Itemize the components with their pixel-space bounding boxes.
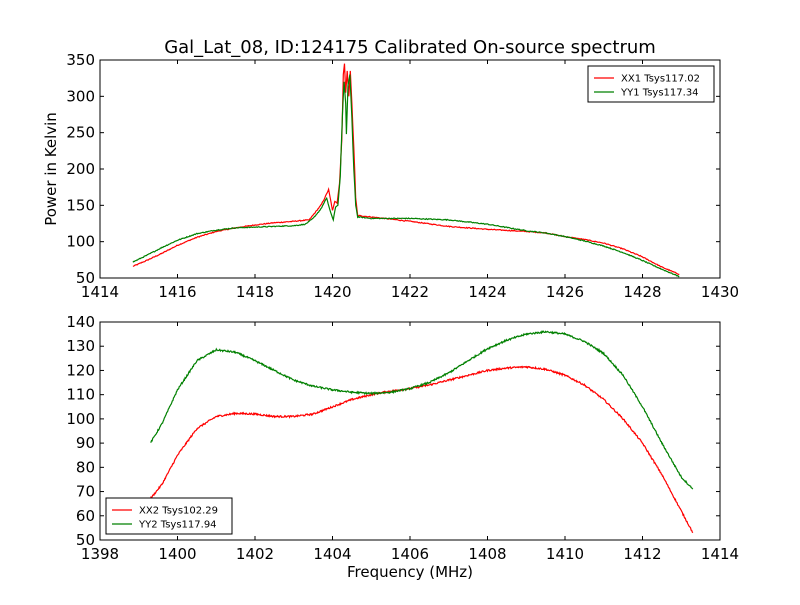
x-tick-label: 1422 [391,283,429,301]
y-tick-label: 140 [66,313,95,331]
x-tick-label: 1404 [313,545,351,563]
legend: XX1 Tsys117.02 YY1 Tsys117.34 [587,65,715,103]
series-line-1-1 [132,63,680,275]
y-tick-label: 110 [66,386,95,404]
y-axis-label: Power in Kelvin [42,112,60,226]
series-line-1-2 [132,74,680,278]
series-line-2-2 [150,330,694,490]
y-tick-label: 130 [66,337,95,355]
x-tick-label: 1410 [546,545,584,563]
y-tick-label: 150 [66,196,95,214]
x-tick-label: 1426 [546,283,584,301]
x-tick-label: 1412 [623,545,661,563]
y-tick-label: 60 [76,507,95,525]
x-tick-label: 1414 [81,283,119,301]
y-tick-label: 50 [76,269,95,287]
y-tick-label: 350 [66,51,95,69]
x-tick-label: 1414 [701,545,739,563]
y-tick-label: 80 [76,458,95,476]
x-tick-label: 1416 [158,283,196,301]
panels: 1414 1416 1418 1420 1422 1424 1426 1428 1430 50 10… [42,51,739,563]
x-tick-label: 1424 [468,283,506,301]
y-tick-label: 300 [66,87,95,105]
panel-2: 1398 1400 1402 1404 1406 1408 1410 1412 1414 50 60… [66,313,739,563]
chart-title: Gal_Lat_08, ID:124175 Calibrated On-sour… [164,37,656,58]
legend: XX2 Tsys102.29 YY2 Tsys117.94 [105,497,233,535]
x-tick-label: 1418 [236,283,274,301]
legend-entry: XX2 Tsys102.29 [139,506,218,517]
y-tick-label: 100 [66,410,95,428]
y-tick-label: 90 [76,434,95,452]
x-tick-label: 1420 [313,283,351,301]
y-tick-label: 50 [76,531,95,549]
panel-1: 1414 1416 1418 1420 1422 1424 1426 1428 1430 50 10… [42,51,739,301]
y-tick-label: 250 [66,124,95,142]
legend-box [105,497,233,535]
legend-entry: XX1 Tsys117.02 [621,74,700,85]
legend-entry: YY2 Tsys117.94 [138,520,217,531]
y-tick-label: 120 [66,361,95,379]
x-tick-label: 1408 [468,545,506,563]
x-tick-label: 1398 [81,545,119,563]
x-axis-label: Frequency (MHz) [347,563,473,581]
y-tick-label: 100 [66,233,95,251]
x-tick-label: 1428 [623,283,661,301]
legend-box [587,65,715,103]
x-tick-label: 1430 [701,283,739,301]
x-tick-label: 1402 [236,545,274,563]
legend-entry: YY1 Tsys117.34 [620,88,699,99]
y-tick-label: 70 [76,483,95,501]
y-tick-label: 200 [66,160,95,178]
x-tick-label: 1400 [158,545,196,563]
x-tick-label: 1406 [391,545,429,563]
